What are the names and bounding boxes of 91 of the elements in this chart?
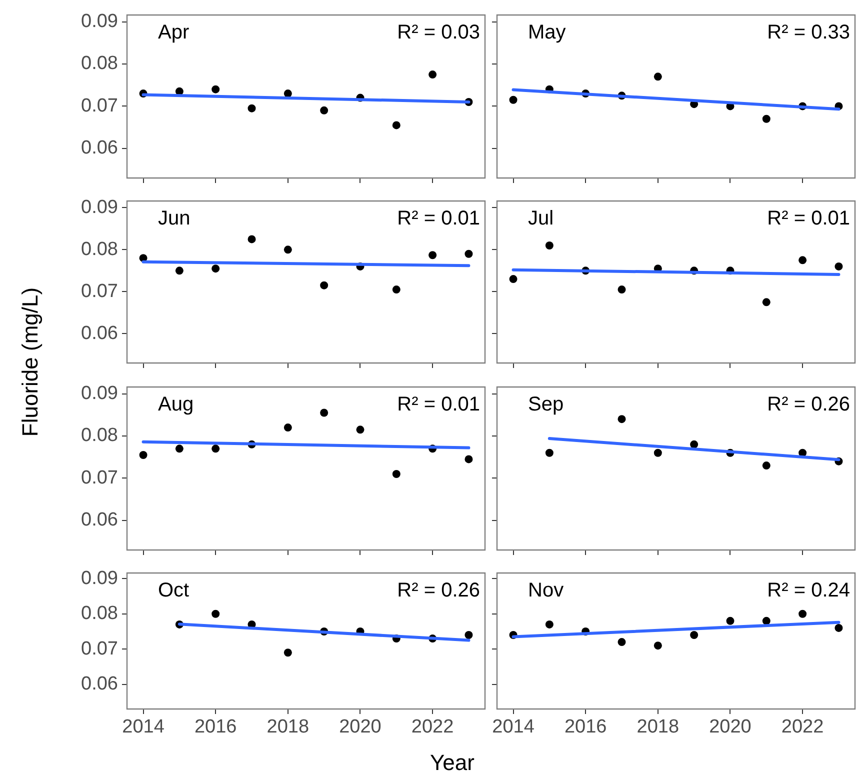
annotation: R² = 0.01 [767, 208, 850, 230]
point [762, 616, 770, 625]
y-tick-label: 0.07 [81, 95, 118, 116]
point [320, 281, 328, 290]
annotation: R² = 0.24 [767, 580, 850, 602]
y-axis-title: Fluoride (mg/L) [18, 287, 44, 437]
point [654, 642, 662, 650]
annotation: R² = 0.26 [767, 394, 850, 416]
point [284, 648, 292, 657]
annotation: R² = 0.03 [397, 22, 480, 44]
point [726, 616, 734, 625]
point [320, 408, 328, 417]
point [618, 286, 626, 294]
x-tick-label: 2020 [709, 716, 752, 738]
point [356, 426, 364, 434]
x-tick-label: 2014 [492, 716, 535, 738]
y-tick-label: 0.09 [81, 10, 118, 32]
chart-title: Jul [528, 208, 554, 230]
point [139, 450, 148, 459]
y-tick-label: 0.06 [81, 322, 118, 344]
annotation: R² = 0.01 [397, 208, 480, 230]
point [428, 251, 437, 260]
point [618, 415, 626, 424]
y-tick-label: 0.08 [81, 53, 118, 74]
point [392, 470, 400, 478]
y-tick-label: 0.06 [81, 674, 118, 695]
x-tick-label: 2018 [266, 716, 310, 738]
point [175, 266, 184, 275]
x-tick-label: 2022 [411, 716, 454, 738]
chart-title: Aug [158, 394, 194, 416]
chart-title: Jun [158, 208, 190, 230]
y-tick-label: 0.09 [81, 196, 118, 218]
y-tick-label: 0.06 [81, 510, 118, 531]
point [212, 444, 220, 453]
point [212, 85, 220, 94]
chart-title: Apr [158, 22, 190, 44]
annotation: R² = 0.26 [397, 580, 480, 602]
chart-title: Oct [158, 580, 190, 602]
point [509, 96, 518, 104]
point [798, 610, 807, 618]
y-tick-label: 0.07 [81, 280, 118, 302]
y-tick-label: 0.07 [81, 467, 118, 488]
point [464, 250, 473, 258]
point [762, 298, 770, 306]
x-tick-label: 2020 [339, 716, 382, 738]
point [212, 264, 220, 273]
annotation: R² = 0.01 [397, 394, 480, 416]
x-tick-label: 2016 [564, 716, 607, 738]
point [762, 114, 770, 123]
point [284, 246, 292, 254]
point [509, 275, 518, 284]
chart-title: May [528, 22, 566, 44]
y-tick-label: 0.09 [81, 382, 118, 404]
point [654, 448, 662, 457]
y-tick-label: 0.08 [81, 425, 118, 446]
point [392, 286, 400, 294]
y-tick-label: 0.08 [81, 238, 118, 260]
point [834, 624, 843, 632]
point [798, 256, 807, 264]
point [392, 121, 400, 130]
point [320, 106, 328, 114]
point [690, 631, 698, 640]
point [284, 424, 292, 432]
point [545, 620, 554, 628]
x-tick-label: 2014 [122, 716, 165, 738]
point [762, 462, 770, 470]
x-axis-title: Year [430, 750, 474, 776]
x-tick-label: 2018 [636, 716, 680, 738]
point [834, 262, 843, 270]
y-tick-label: 0.09 [81, 568, 118, 589]
x-tick-label: 2016 [194, 716, 237, 738]
point [284, 90, 292, 98]
point [545, 448, 554, 457]
chart-title: Sep [528, 394, 564, 416]
point [212, 610, 220, 618]
x-tick-label: 2022 [781, 716, 824, 738]
point [618, 638, 626, 646]
point [175, 444, 184, 453]
point [545, 241, 554, 250]
annotation: R² = 0.33 [767, 22, 850, 44]
point [690, 440, 698, 448]
point [464, 631, 473, 640]
chart-title: Nov [528, 580, 564, 602]
point [464, 455, 473, 464]
y-tick-label: 0.08 [81, 603, 118, 624]
y-tick-label: 0.07 [81, 638, 118, 660]
y-tick-label: 0.06 [81, 138, 118, 159]
point [654, 72, 662, 81]
point [428, 70, 437, 79]
point [248, 104, 256, 112]
point [248, 235, 256, 244]
